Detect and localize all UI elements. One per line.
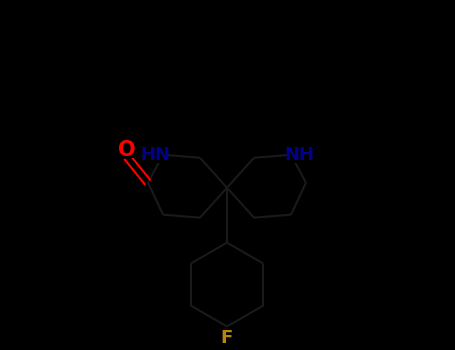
- Text: NH: NH: [284, 146, 314, 164]
- FancyBboxPatch shape: [144, 146, 166, 163]
- FancyBboxPatch shape: [121, 141, 133, 158]
- Text: O: O: [118, 140, 136, 160]
- FancyBboxPatch shape: [221, 330, 233, 347]
- Text: F: F: [221, 329, 233, 348]
- FancyBboxPatch shape: [288, 146, 310, 163]
- Text: HN: HN: [140, 146, 170, 164]
